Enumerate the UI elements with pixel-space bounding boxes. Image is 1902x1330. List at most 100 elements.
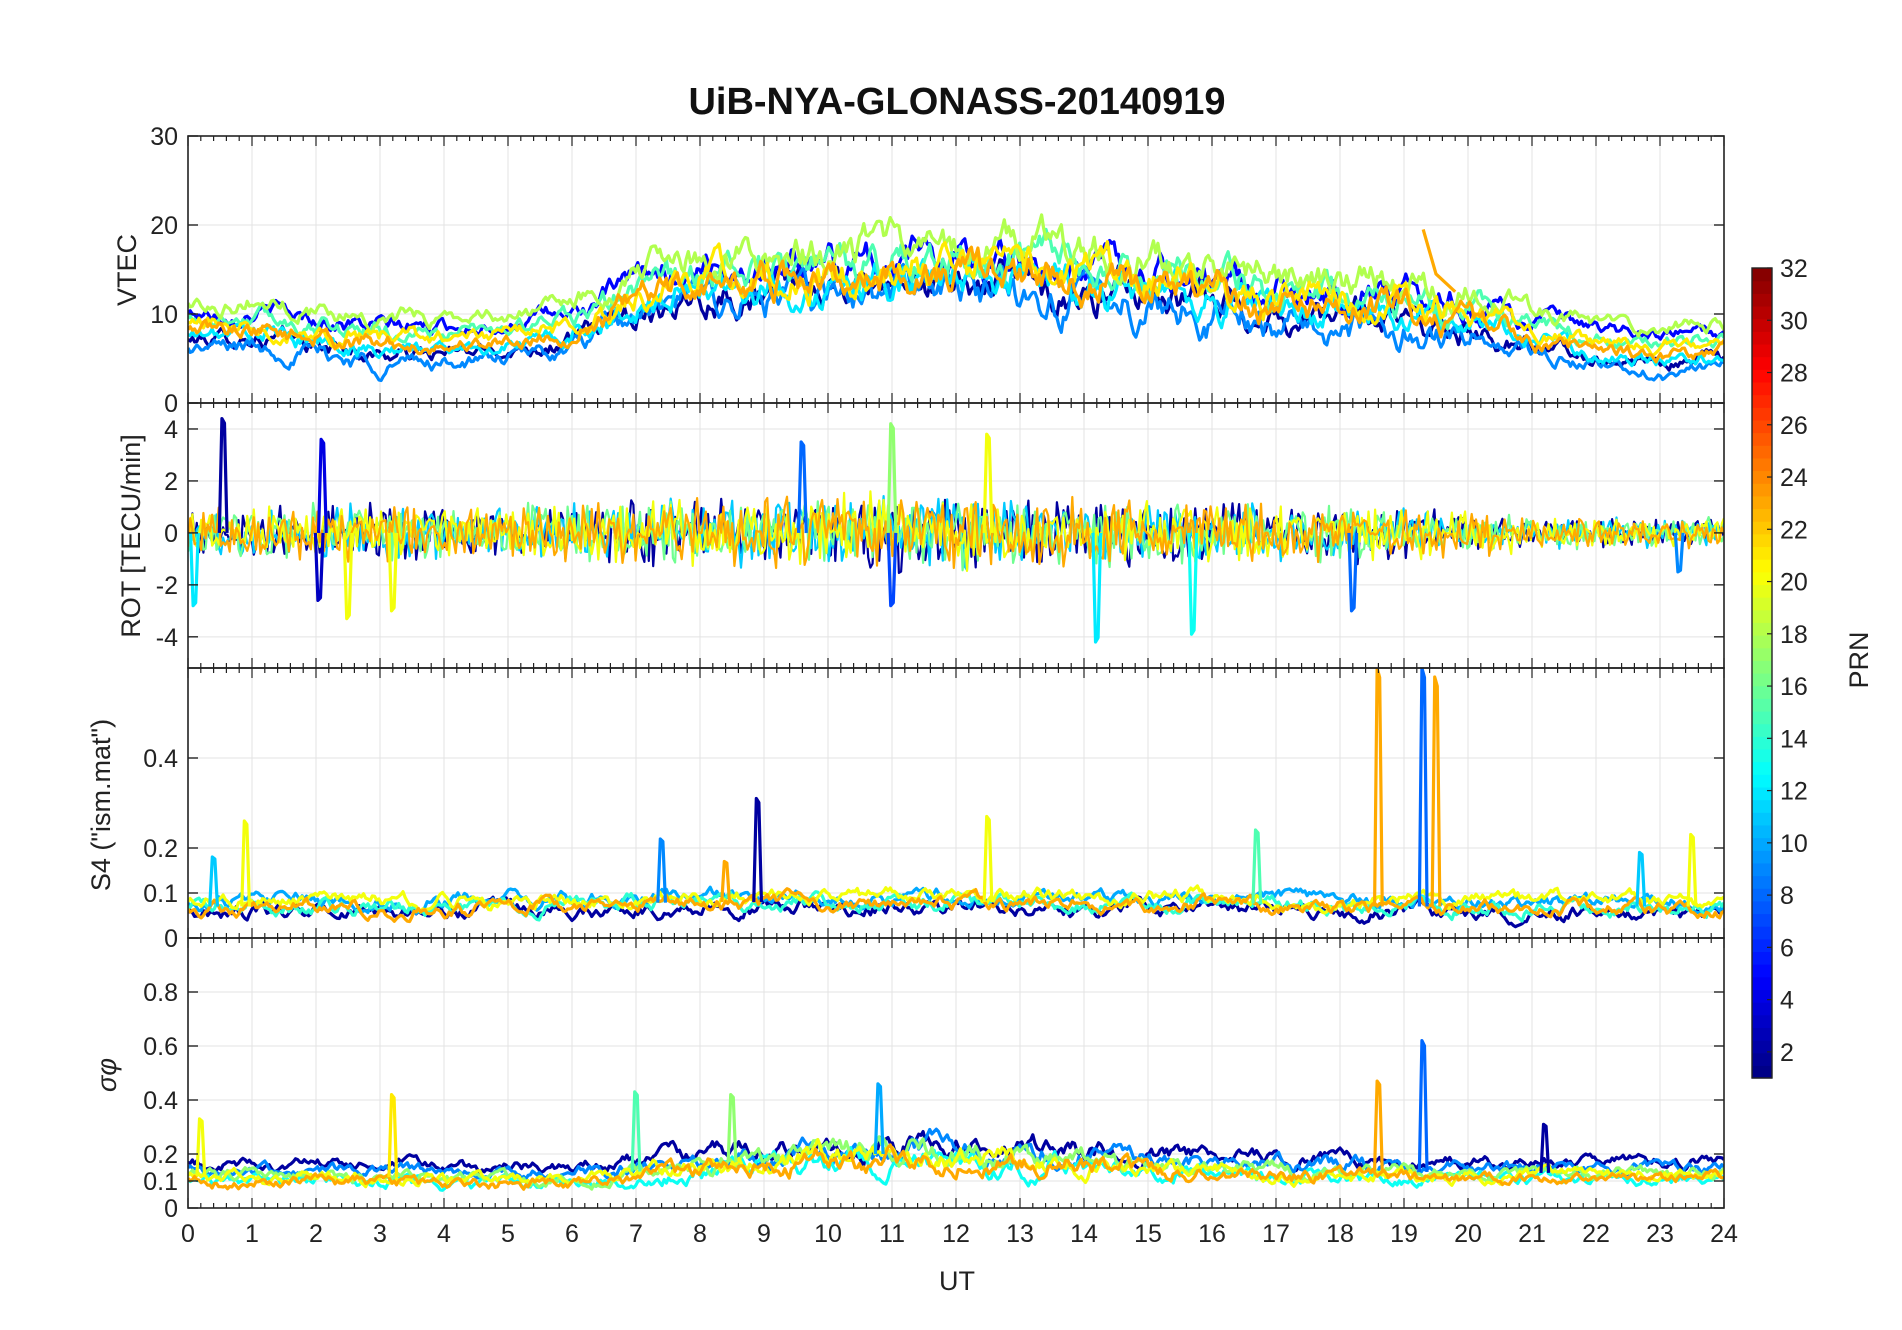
colorbar-tick-label: 24 <box>1780 464 1808 492</box>
x-tick-label: 6 <box>565 1220 579 1248</box>
colorbar-segment <box>1752 584 1772 598</box>
colorbar-segment <box>1752 824 1772 839</box>
colorbar-segment <box>1752 445 1772 459</box>
colorbar-segment <box>1752 559 1772 573</box>
series-line-prn-23 <box>188 245 1724 364</box>
colorbar-tick-label: 20 <box>1780 569 1808 597</box>
colorbar-segment <box>1752 799 1772 813</box>
spike-prn-21 <box>387 1092 399 1178</box>
series-line-prn-18 <box>188 213 1724 338</box>
colorbar-segment <box>1752 976 1772 991</box>
spike-prn-11 <box>1635 850 1647 907</box>
colorbar-segment <box>1752 457 1772 472</box>
colorbar-segment <box>1752 394 1772 408</box>
colorbar-tick-label: 4 <box>1780 987 1794 1015</box>
spike-prn-9 <box>1673 532 1685 574</box>
y-tick-label: 0.8 <box>143 979 178 1007</box>
colorbar-segment <box>1752 533 1772 548</box>
x-tick-label: 17 <box>1262 1220 1290 1248</box>
series-line-prn-23 <box>188 495 1724 570</box>
colorbar-segment <box>1752 951 1772 965</box>
y-tick-label: 0.4 <box>143 1087 178 1115</box>
x-tick-label: 10 <box>814 1220 842 1248</box>
y-tick-label: 0 <box>164 390 178 418</box>
spike-prn-20 <box>342 532 354 621</box>
series-line-prn-16 <box>188 499 1724 572</box>
colorbar-segment <box>1752 850 1772 864</box>
sigma-y-label: σφ <box>92 1058 122 1092</box>
spike-prn-10 <box>873 1082 885 1155</box>
x-tick-label: 2 <box>309 1220 323 1248</box>
x-tick-label: 16 <box>1198 1220 1226 1248</box>
series-line-prn-23 <box>188 887 1724 924</box>
colorbar-segment <box>1752 609 1772 623</box>
colorbar-segment <box>1752 786 1772 801</box>
axes-frames <box>187 135 1725 1209</box>
colorbar-segment <box>1752 293 1772 307</box>
spike-prn-8 <box>1417 1038 1429 1172</box>
colorbar-segment <box>1752 1002 1772 1016</box>
x-tick-labels: 0 1 2 3 4 5 6 7 8 9 10 11 12 13 14 15 16 17 18 19 20 21 22 23 24 <box>181 1220 1738 1248</box>
spike-prn-20 <box>240 819 252 907</box>
x-tick-label: 15 <box>1134 1220 1162 1248</box>
spike-prn-12 <box>1091 532 1103 644</box>
x-tick-label: 8 <box>693 1220 707 1248</box>
x-tick-label: 11 <box>879 1220 905 1248</box>
spike-prn-23 <box>1372 1079 1384 1172</box>
colorbar-tick-label: 32 <box>1780 255 1808 283</box>
rot-y-label: ROT [TECU/min] <box>116 434 146 638</box>
colorbar-frame <box>1751 267 1773 1079</box>
y-tick-label: 10 <box>150 301 178 329</box>
colorbar-segment <box>1752 521 1772 535</box>
spike-prn-20 <box>1686 832 1698 907</box>
series-line-prn-20 <box>188 1137 1724 1189</box>
series-line-prn-5 <box>188 234 1724 341</box>
colorbar-segment <box>1752 280 1772 294</box>
colorbar-segment <box>1752 407 1772 421</box>
colorbar-segment <box>1752 812 1772 826</box>
colorbar-segment <box>1752 647 1772 661</box>
colorbar-segment <box>1752 888 1772 902</box>
colorbar-segment <box>1752 343 1772 358</box>
y-tick-label: 0.1 <box>143 1168 178 1196</box>
spike-prn-2 <box>217 416 229 533</box>
colorbar-segment <box>1752 1040 1772 1054</box>
rot-series <box>188 416 1724 644</box>
y-tick-label: -4 <box>156 624 178 652</box>
spike-prn-11 <box>208 855 220 907</box>
colorbar-segment <box>1752 926 1772 940</box>
series-line-prn-20 <box>188 884 1724 915</box>
x-tick-label: 1 <box>245 1220 259 1248</box>
colorbar-segment <box>1752 356 1772 370</box>
spike-prn-15 <box>1251 828 1263 904</box>
colorbar-segment <box>1752 736 1772 750</box>
spike-prn-23 <box>1372 668 1384 907</box>
colorbar-segment <box>1752 331 1772 345</box>
x-tick-label: 9 <box>757 1220 771 1248</box>
colorbar-tick-label: 8 <box>1780 882 1794 910</box>
x-tick-label: 5 <box>501 1220 515 1248</box>
vtec-y-label: VTEC <box>112 234 142 306</box>
colorbar-segment <box>1752 1065 1772 1079</box>
colorbar-segment <box>1752 723 1772 737</box>
colorbar-tick-label: 28 <box>1780 360 1808 388</box>
x-tick-label: 4 <box>437 1220 451 1248</box>
colorbar-segment <box>1752 1027 1772 1041</box>
colorbar-segment <box>1752 597 1772 611</box>
spike-prn-2 <box>752 796 764 903</box>
vtec-series <box>188 213 1724 383</box>
spike-prn-8 <box>796 440 808 533</box>
y-tick-label: 0 <box>164 1195 178 1223</box>
colorbar-tick-label: 14 <box>1780 725 1808 753</box>
spike-prn-7 <box>886 532 898 608</box>
y-tick-label: 0.2 <box>143 835 178 863</box>
colorbar-tick-label: 30 <box>1780 307 1808 335</box>
spike-prn-12 <box>188 532 200 608</box>
colorbar-segment <box>1752 673 1772 687</box>
spike-prn-8 <box>1347 532 1359 613</box>
colorbar-segment <box>1752 470 1772 484</box>
colorbar-tick-label: 18 <box>1780 621 1808 649</box>
y-tick-label: 0.2 <box>143 1141 178 1169</box>
